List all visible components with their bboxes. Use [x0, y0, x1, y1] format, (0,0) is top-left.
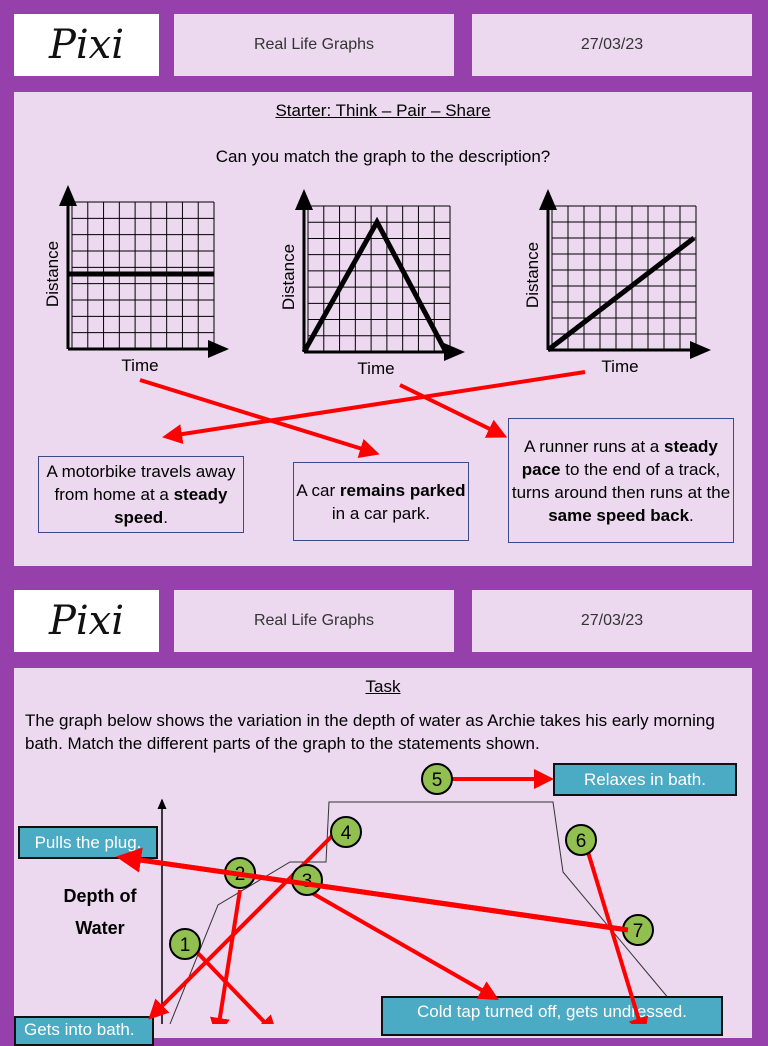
point-label: 7	[633, 921, 644, 942]
point-marker	[565, 824, 597, 856]
point-label: 1	[180, 935, 191, 956]
arrows-layer: 1234567	[116, 763, 654, 1024]
graphs-layer: Time Distance Time Distance Time Distance	[43, 185, 711, 1024]
x-axis-label: Time	[121, 356, 158, 375]
match-arrow	[311, 891, 499, 1000]
task-text: The graph below shows the variation in t…	[25, 711, 715, 753]
match-arrow	[209, 889, 242, 1024]
point-marker	[330, 816, 362, 848]
x-axis-label: Time	[357, 359, 394, 378]
slide-title: Real Life Graphs	[174, 590, 454, 652]
description-car[interactable]: A car remains parked in a car park.	[293, 462, 469, 541]
point-label: 5	[432, 770, 443, 791]
pixi-logo: Pixi	[14, 14, 159, 76]
depth-label-2: Water	[75, 918, 125, 938]
statement-relaxes[interactable]: Relaxes in bath.	[553, 763, 737, 796]
slide-title: Real Life Graphs	[174, 14, 454, 76]
depth-graph-line	[169, 801, 691, 1024]
point-label: 6	[576, 831, 587, 852]
task-heading: Task	[365, 677, 401, 696]
description-runner[interactable]: A runner runs at a steady pace to the en…	[508, 418, 734, 543]
description-motorbike[interactable]: A motorbike travels away from home at a …	[38, 456, 244, 533]
match-arrow	[399, 383, 508, 438]
y-axis-label: Distance	[523, 242, 542, 308]
match-arrow	[191, 946, 278, 1024]
point-marker	[421, 763, 453, 795]
x-axis-label: Time	[601, 357, 638, 376]
pixi-logo: Pixi	[14, 590, 159, 652]
depth-label-1: Depth of	[63, 886, 137, 906]
match-arrow	[139, 378, 380, 458]
slide-date: 27/03/23	[472, 14, 752, 76]
match-arrow	[162, 370, 586, 445]
point-marker	[169, 928, 201, 960]
match-arrow	[116, 847, 629, 933]
match-arrow	[586, 851, 649, 1024]
graph-line	[301, 216, 449, 354]
point-label: 4	[341, 823, 352, 844]
y-axis-label: Distance	[43, 241, 62, 307]
slide-date: 27/03/23	[472, 590, 752, 652]
starter-question: Can you match the graph to the descripti…	[215, 147, 551, 166]
match-arrow	[148, 831, 337, 1020]
y-axis-label: Distance	[279, 244, 298, 310]
starter-heading: Starter: Think – Pair – Share	[275, 101, 491, 120]
graph-line	[546, 236, 696, 352]
